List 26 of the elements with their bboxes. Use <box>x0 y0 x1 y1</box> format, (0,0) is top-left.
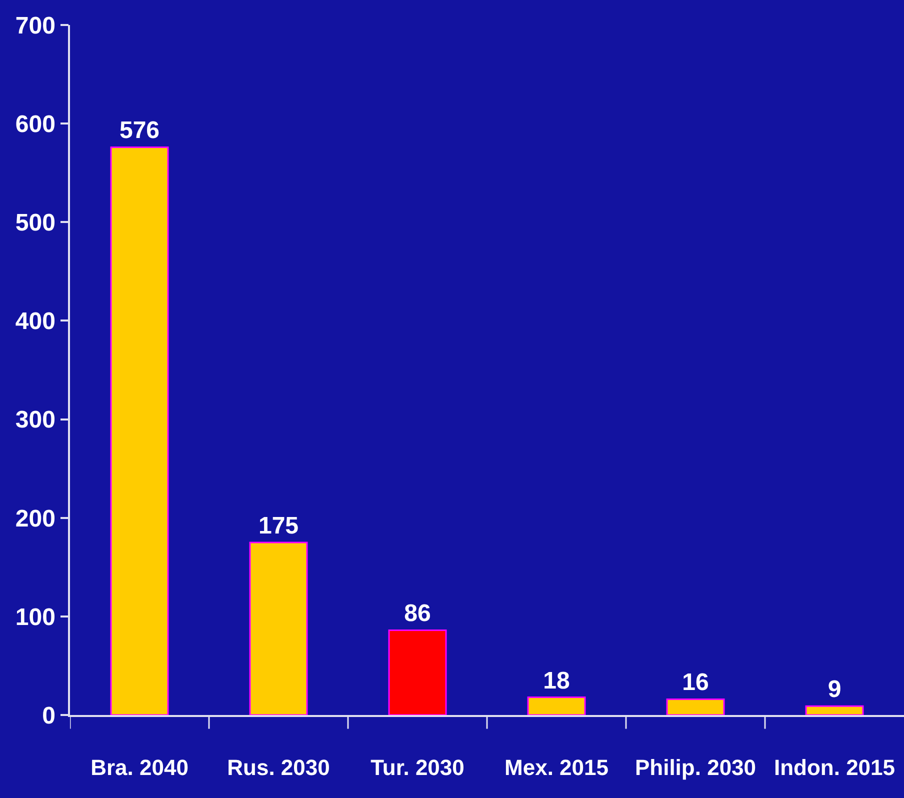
y-tick-label: 700 <box>15 12 56 40</box>
x-tick-label: Indon. 2015 <box>774 755 896 780</box>
bar <box>805 705 864 715</box>
y-tick-label: 100 <box>15 604 56 631</box>
bar <box>388 629 447 715</box>
data-label: 18 <box>543 667 570 694</box>
y-tick-label: 500 <box>15 210 56 237</box>
bar <box>666 698 725 715</box>
data-label: 175 <box>258 512 299 540</box>
y-tick-label: 0 <box>42 702 56 730</box>
x-tick-label: Philip. 2030 <box>634 755 756 780</box>
y-tick-label: 600 <box>15 110 56 138</box>
bar <box>527 696 586 715</box>
data-label: 9 <box>828 676 842 704</box>
y-tick-label: 300 <box>15 406 56 434</box>
data-label: 86 <box>404 600 431 628</box>
y-tick-label: 200 <box>15 505 56 532</box>
x-tick-label: Bra. 2040 <box>90 755 188 780</box>
data-label: 576 <box>119 117 160 144</box>
bar <box>249 542 308 715</box>
x-tick-label: Mex. 2015 <box>504 755 608 780</box>
x-tick-label: Tur. 2030 <box>370 755 464 780</box>
data-label: 16 <box>682 669 709 696</box>
x-tick-label: Rus. 2030 <box>227 755 330 780</box>
bar <box>110 146 169 715</box>
y-tick-label: 400 <box>15 308 56 336</box>
